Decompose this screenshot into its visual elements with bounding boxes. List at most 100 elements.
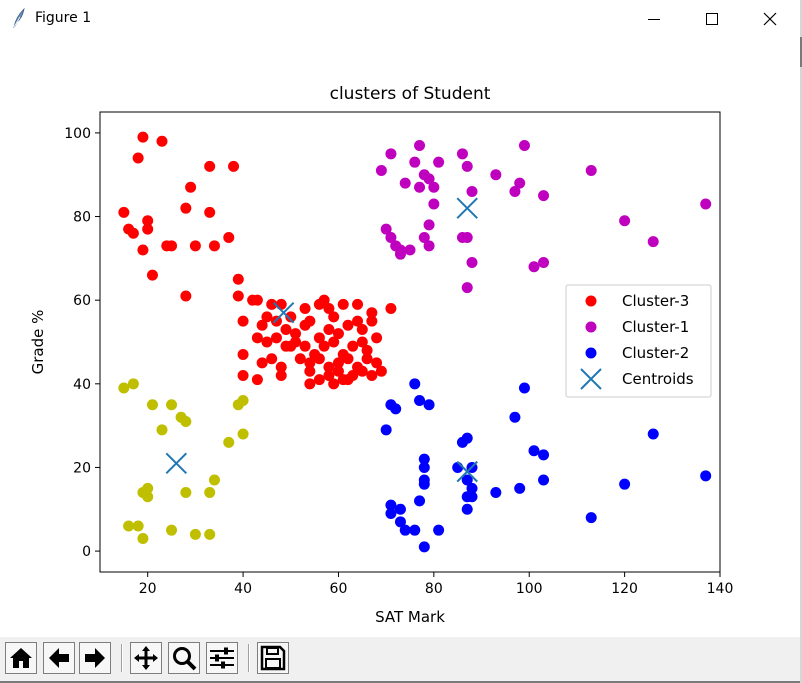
- data-point: [304, 378, 316, 390]
- data-point: [509, 185, 521, 197]
- x-tick-label: 20: [139, 581, 157, 597]
- data-point: [318, 294, 330, 306]
- data-point: [700, 470, 712, 482]
- data-point: [299, 340, 311, 352]
- data-point: [332, 328, 344, 340]
- data-point: [208, 474, 220, 486]
- data-point: [452, 461, 464, 473]
- data-point: [409, 156, 421, 168]
- data-point: [332, 357, 344, 369]
- data-point: [127, 378, 139, 390]
- legend-marker: [585, 347, 597, 359]
- data-point: [270, 332, 282, 344]
- legend-entry: Cluster-2: [585, 344, 689, 362]
- data-point: [418, 453, 430, 465]
- data-point: [237, 349, 249, 361]
- data-point: [285, 311, 297, 323]
- data-point: [433, 156, 445, 168]
- series-cluster-2: [380, 378, 712, 553]
- data-point: [156, 424, 168, 436]
- save-button[interactable]: [257, 642, 289, 674]
- home-button[interactable]: [5, 642, 37, 674]
- data-point: [647, 428, 659, 440]
- legend-entry: Cluster-3: [585, 292, 689, 310]
- data-point: [137, 244, 149, 256]
- data-point: [538, 449, 550, 461]
- data-point: [237, 428, 249, 440]
- data-point: [352, 298, 364, 310]
- data-point: [385, 507, 397, 519]
- data-point: [304, 365, 316, 377]
- minimize-button[interactable]: [626, 0, 682, 37]
- legend: Cluster-3 Cluster-1 Cluster-2 Centroids: [565, 284, 712, 398]
- toolbar-separator: [248, 644, 250, 672]
- data-point: [266, 298, 278, 310]
- pan-button[interactable]: [130, 642, 162, 674]
- x-tick-label: 60: [330, 581, 348, 597]
- data-point: [366, 315, 378, 327]
- data-point: [585, 165, 597, 177]
- data-point: [514, 177, 526, 189]
- configure-subplots-button[interactable]: [206, 642, 238, 674]
- data-point: [647, 236, 659, 248]
- data-point: [208, 240, 220, 252]
- y-tick-label: 100: [64, 126, 91, 142]
- data-point: [328, 378, 340, 390]
- legend-entry: Centroids: [580, 368, 694, 390]
- data-point: [342, 353, 354, 365]
- data-point: [466, 185, 478, 197]
- y-tick-label: 60: [73, 293, 91, 309]
- zoom-button[interactable]: [168, 642, 200, 674]
- data-point: [394, 516, 406, 528]
- legend-label: Centroids: [622, 370, 694, 388]
- data-point: [137, 533, 149, 545]
- data-point: [347, 340, 359, 352]
- data-point: [414, 181, 426, 193]
- data-point: [528, 445, 540, 457]
- data-points: [118, 131, 712, 553]
- data-point: [189, 528, 201, 540]
- data-point: [509, 411, 521, 423]
- data-point: [118, 382, 130, 394]
- data-point: [275, 361, 287, 373]
- forward-button[interactable]: [79, 642, 111, 674]
- save-icon: [260, 645, 286, 671]
- data-point: [380, 223, 392, 235]
- window-border-shadow: [800, 37, 802, 67]
- data-point: [275, 298, 287, 310]
- navigation-toolbar: [0, 637, 800, 683]
- x-tick-label: 80: [425, 581, 443, 597]
- data-point: [323, 361, 335, 373]
- series-centroids: [165, 197, 478, 483]
- close-button[interactable]: [742, 0, 798, 37]
- feather-icon: [13, 8, 25, 28]
- data-point: [256, 319, 268, 331]
- data-point: [390, 403, 402, 415]
- data-point: [490, 487, 502, 499]
- figure-canvas[interactable]: clusters of Student 20 40 60 80 100 120 140 0 20…: [0, 37, 800, 637]
- data-point: [461, 474, 473, 486]
- data-point: [280, 323, 292, 335]
- legend-marker: [585, 295, 597, 307]
- data-point: [261, 311, 273, 323]
- data-point: [433, 524, 445, 536]
- data-point: [428, 181, 440, 193]
- data-point: [700, 198, 712, 210]
- data-point: [619, 478, 631, 490]
- data-point: [385, 499, 397, 511]
- data-point: [323, 369, 335, 381]
- home-icon: [10, 648, 32, 668]
- data-point: [237, 315, 249, 327]
- data-point: [142, 491, 154, 503]
- data-point: [371, 332, 383, 344]
- toolbar-separator: [121, 644, 123, 672]
- maximize-button[interactable]: [684, 0, 740, 37]
- back-button[interactable]: [43, 642, 75, 674]
- data-point: [342, 319, 354, 331]
- configure-subplots-icon: [210, 647, 234, 669]
- y-tick-label: 0: [82, 544, 91, 560]
- data-point: [142, 223, 154, 235]
- data-point: [361, 344, 373, 356]
- data-point: [414, 139, 426, 151]
- data-point: [371, 357, 383, 369]
